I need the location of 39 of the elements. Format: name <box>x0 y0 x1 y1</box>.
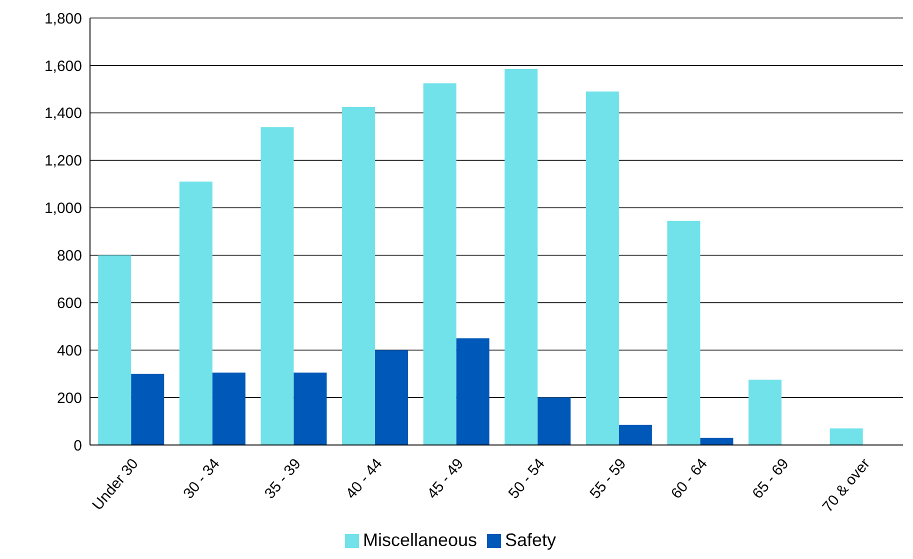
bar <box>131 374 164 445</box>
bar <box>700 438 734 445</box>
bar <box>667 220 700 445</box>
bar <box>748 380 782 445</box>
bar <box>456 338 490 445</box>
legend-label: Safety <box>505 530 556 550</box>
bar <box>375 350 408 445</box>
y-tick-label: 1,400 <box>44 105 82 122</box>
x-tick-label: 30 - 34 <box>180 455 224 502</box>
bar <box>212 372 246 445</box>
legend-label: Miscellaneous <box>362 530 478 550</box>
x-tick-label: 70 & over <box>819 455 874 516</box>
y-tick-label: 1,200 <box>44 152 82 170</box>
bar <box>98 255 132 445</box>
bar <box>342 106 376 445</box>
bar <box>504 69 538 445</box>
x-tick-label: 40 - 44 <box>342 455 386 502</box>
bar <box>179 182 212 445</box>
y-tick-label: 1,600 <box>44 58 82 75</box>
bar <box>618 424 652 445</box>
y-tick-label: 400 <box>56 342 82 360</box>
x-tick-label: 35 - 39 <box>261 455 304 502</box>
x-tick-label: 60 - 64 <box>668 455 711 502</box>
y-tick-label: 0 <box>74 437 82 454</box>
y-tick-label: 200 <box>56 390 82 407</box>
y-tick-label: 1,800 <box>44 10 82 28</box>
y-tick-label: 800 <box>56 248 82 265</box>
y-tick-label: 600 <box>56 294 82 312</box>
bar <box>260 127 294 445</box>
bar <box>538 398 571 445</box>
y-tick-label: 1,000 <box>44 200 82 218</box>
bar <box>586 92 619 445</box>
bar <box>423 83 456 445</box>
x-tick-label: 45 - 49 <box>424 455 468 502</box>
x-tick-label: 55 - 59 <box>586 455 630 502</box>
bar <box>294 372 327 445</box>
x-tick-label: 50 - 54 <box>505 455 548 502</box>
bar <box>830 428 863 445</box>
x-tick-label: 65 - 69 <box>749 455 792 502</box>
